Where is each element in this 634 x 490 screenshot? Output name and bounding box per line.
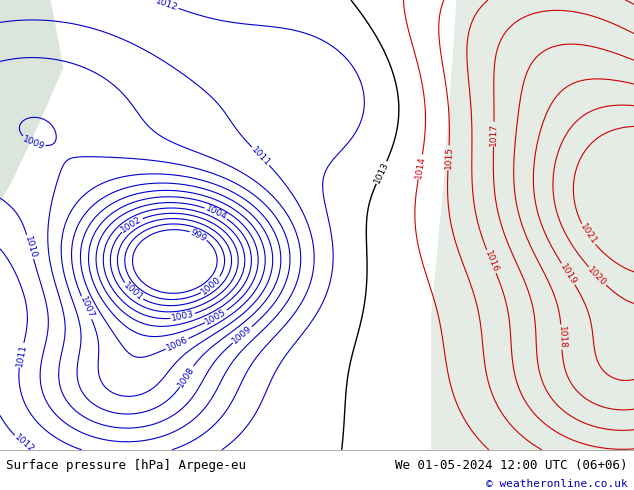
Text: 1012: 1012 — [12, 433, 36, 455]
Text: 1011: 1011 — [15, 343, 28, 368]
Text: 1014: 1014 — [414, 155, 427, 179]
Text: 1021: 1021 — [578, 222, 598, 246]
Text: 1013: 1013 — [373, 160, 391, 185]
Text: 1009: 1009 — [231, 324, 254, 346]
Text: 1007: 1007 — [78, 295, 95, 320]
Text: 1008: 1008 — [176, 365, 197, 389]
Text: 1009: 1009 — [21, 134, 46, 151]
Text: 1001: 1001 — [121, 281, 145, 303]
Text: 1017: 1017 — [489, 122, 498, 146]
Text: 1018: 1018 — [557, 325, 567, 349]
Text: Surface pressure [hPa] Arpege-eu: Surface pressure [hPa] Arpege-eu — [6, 459, 247, 471]
Text: 1011: 1011 — [249, 145, 272, 168]
Text: 1003: 1003 — [171, 310, 195, 323]
Text: 1020: 1020 — [586, 265, 608, 288]
Text: 1006: 1006 — [165, 335, 190, 353]
Text: © weatheronline.co.uk: © weatheronline.co.uk — [486, 479, 628, 489]
Text: 1005: 1005 — [204, 307, 228, 326]
Text: 1010: 1010 — [23, 235, 37, 259]
Text: We 01-05-2024 12:00 UTC (06+06): We 01-05-2024 12:00 UTC (06+06) — [395, 459, 628, 471]
Text: 1012: 1012 — [155, 0, 179, 12]
Text: 1016: 1016 — [483, 249, 500, 274]
Text: 1004: 1004 — [204, 204, 228, 222]
Text: 999: 999 — [189, 227, 209, 243]
Text: 1000: 1000 — [200, 275, 223, 297]
Polygon shape — [431, 0, 634, 450]
Polygon shape — [0, 0, 63, 202]
Text: 1015: 1015 — [444, 146, 453, 170]
Text: 1002: 1002 — [120, 214, 143, 234]
Text: 1019: 1019 — [558, 262, 578, 286]
